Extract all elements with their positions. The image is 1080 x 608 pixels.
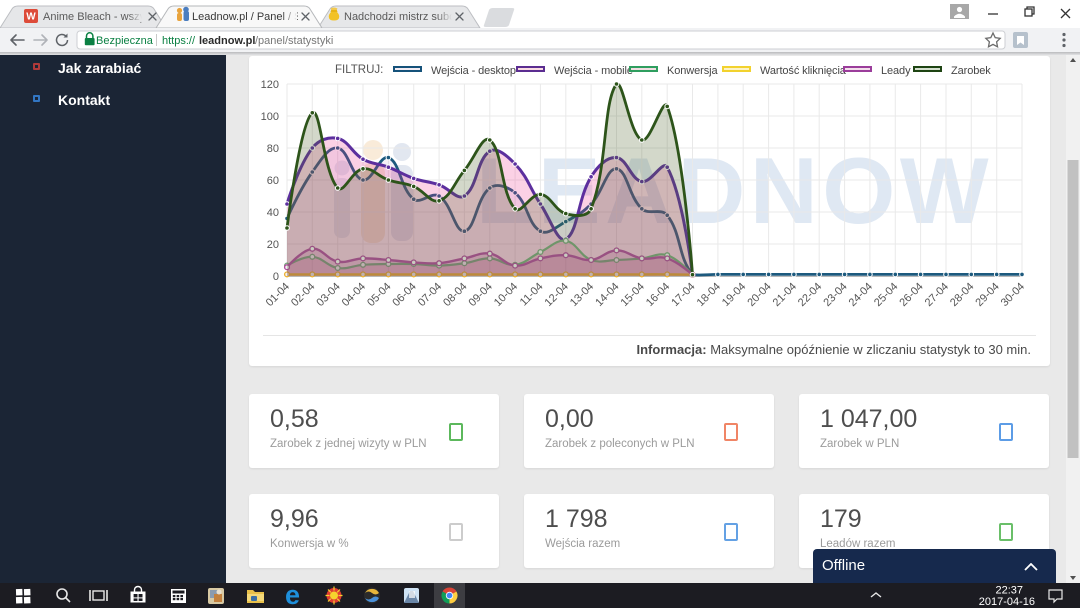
svg-text:13-04: 13-04 [568,281,596,309]
svg-text:W: W [26,12,36,23]
svg-text:2017-04-16: 2017-04-16 [979,596,1035,608]
svg-text:22-04: 22-04 [796,281,824,309]
svg-text:16-04: 16-04 [644,281,672,309]
svg-text:30-04: 30-04 [999,281,1027,309]
svg-text:22:37: 22:37 [995,585,1023,597]
svg-text:24-04: 24-04 [847,281,875,309]
svg-text:01-04: 01-04 [264,281,292,309]
svg-text:20: 20 [267,239,279,251]
svg-text:/panel/statystyki: /panel/statystyki [255,35,333,47]
svg-text:17-04: 17-04 [669,281,697,309]
svg-text:26-04: 26-04 [897,281,925,309]
svg-text:18-04: 18-04 [695,281,723,309]
svg-text:23-04: 23-04 [821,281,849,309]
svg-text:05-04: 05-04 [365,281,393,309]
svg-text:14-04: 14-04 [593,281,621,309]
svg-text:07-04: 07-04 [416,281,444,309]
svg-text:03-04: 03-04 [314,281,342,309]
svg-text:06-04: 06-04 [390,281,418,309]
svg-text:https://: https:// [162,35,196,47]
svg-text:Bezpieczna: Bezpieczna [96,35,154,47]
svg-text:80: 80 [267,143,279,155]
svg-text:11-04: 11-04 [518,281,546,309]
svg-text:60: 60 [267,175,279,187]
svg-text:28-04: 28-04 [948,281,976,309]
svg-text:100: 100 [261,111,279,123]
svg-text:10-04: 10-04 [492,281,520,309]
svg-text:leadnow.pl: leadnow.pl [199,35,255,47]
svg-text:Anime Bleach - wszystkie: Anime Bleach - wszystkie [43,11,168,23]
svg-text:04-04: 04-04 [340,281,368,309]
svg-text:120: 120 [261,79,279,91]
svg-text:12-04: 12-04 [543,281,571,309]
svg-text:19-04: 19-04 [720,281,748,309]
svg-text:e: e [285,583,300,608]
svg-text:21-04: 21-04 [771,281,799,309]
svg-text:15-04: 15-04 [619,281,647,309]
svg-text:Nadchodzi mistrz subow: Nadchodzi mistrz subow [344,11,463,23]
svg-text:25-04: 25-04 [872,281,900,309]
svg-text:27-04: 27-04 [923,281,951,309]
svg-text:0: 0 [273,271,279,283]
svg-text:02-04: 02-04 [289,281,317,309]
svg-text:40: 40 [267,207,279,219]
svg-text:20-04: 20-04 [745,281,773,309]
svg-text:Leadnow.pl / Panel / Stat: Leadnow.pl / Panel / Stat [192,11,314,23]
svg-text:08-04: 08-04 [441,281,469,309]
svg-text:29-04: 29-04 [973,281,1001,309]
svg-text:09-04: 09-04 [467,281,495,309]
